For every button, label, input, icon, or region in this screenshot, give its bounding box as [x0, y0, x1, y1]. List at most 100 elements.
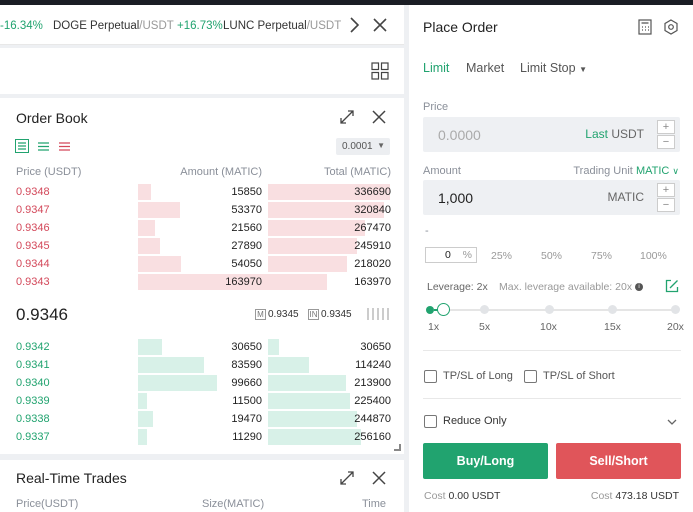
tpsl-short-label[interactable]: TP/SL of Short [543, 370, 615, 382]
leverage-dot-15x[interactable] [608, 305, 617, 314]
tab-market[interactable]: Market [466, 61, 505, 75]
expand-icon[interactable] [338, 469, 356, 487]
depth-bar-amount [138, 429, 147, 445]
price-label: Price [423, 101, 449, 113]
depth-bar-amount [138, 238, 160, 254]
order-book-bid-row[interactable]: 0.9341 83590 114240 [0, 356, 404, 374]
order-book-ask-row[interactable]: 0.9347 53370 320840 [0, 201, 404, 219]
amount-increment-button[interactable]: + [657, 183, 675, 197]
depth-bar-amount [138, 393, 147, 409]
percent-25-button[interactable]: 25% [491, 250, 513, 262]
order-book-ask-row[interactable]: 0.9348 15850 336690 [0, 183, 404, 201]
chevron-down-icon[interactable] [666, 416, 678, 426]
close-icon[interactable] [370, 108, 388, 126]
reduce-only-label[interactable]: Reduce Only [443, 415, 507, 427]
order-amount: 54050 [231, 258, 262, 270]
view-asks-icon[interactable] [58, 140, 71, 153]
order-price: 0.9346 [16, 222, 50, 234]
depth-bar-total [268, 375, 346, 391]
order-book-ask-row[interactable]: 0.9343 163970 163970 [0, 273, 404, 291]
buy-long-button[interactable]: Buy/Long [423, 443, 548, 479]
price-input[interactable]: 0.0000 Last USDT + − [423, 117, 680, 152]
leverage-dot-5x[interactable] [480, 305, 489, 314]
tpsl-long-label[interactable]: TP/SL of Long [443, 370, 513, 382]
ticker-item-lunc[interactable]: LUNC Perpetual/USDT + [223, 20, 351, 32]
view-bids-icon[interactable] [37, 140, 50, 153]
leverage-dot-10x[interactable] [545, 305, 554, 314]
ticker-item-doge[interactable]: DOGE Perpetual/USDT +16.73% [53, 20, 223, 32]
chevron-right-icon[interactable] [344, 15, 364, 35]
last-price: 0.9346 [16, 305, 68, 324]
order-book-ask-row[interactable]: 0.9346 21560 267470 [0, 219, 404, 237]
ticker-item[interactable]: -16.34% [0, 20, 43, 32]
order-amount: 99660 [231, 377, 262, 389]
leverage-label: Leverage: 2x [427, 281, 488, 293]
order-amount: 19470 [231, 413, 262, 425]
col-total: Total (MATIC) [323, 166, 391, 178]
tpsl-long-checkbox[interactable] [424, 370, 437, 383]
close-icon[interactable] [370, 469, 388, 487]
trading-unit-selector[interactable]: Trading Unit MATIC ∨ [573, 165, 679, 177]
info-icon[interactable]: i [635, 283, 643, 292]
grid-layout-icon[interactable] [371, 62, 389, 80]
real-time-trades-panel: Real-Time Trades Price(USDT) Size(MATIC)… [0, 460, 404, 512]
percent-50-button[interactable]: 50% [541, 250, 563, 262]
ticker-bar: -16.34% DOGE Perpetual/USDT +16.73% LUNC… [0, 5, 404, 45]
amount-decrement-button[interactable]: − [657, 198, 675, 212]
close-icon[interactable] [370, 15, 390, 35]
order-price: 0.9347 [16, 204, 50, 216]
order-total: 244870 [354, 413, 391, 425]
sell-short-button[interactable]: Sell/Short [556, 443, 681, 479]
order-book-bid-row[interactable]: 0.9339 11500 225400 [0, 392, 404, 410]
last-price-link[interactable]: Last [585, 127, 608, 141]
order-book-bid-row[interactable]: 0.9338 19470 244870 [0, 410, 404, 428]
percent-sign: % [462, 249, 472, 261]
order-amount: 21560 [231, 222, 262, 234]
order-book-bid-row[interactable]: 0.9342 30650 30650 [0, 338, 404, 356]
depth-bar-total [268, 357, 309, 373]
tab-limit[interactable]: Limit [423, 61, 450, 75]
settings-icon[interactable] [663, 19, 679, 35]
order-total: 114240 [355, 359, 391, 371]
precision-select[interactable]: 0.0001 ▼ [336, 138, 390, 155]
order-total: 218020 [354, 258, 391, 270]
price-decrement-button[interactable]: − [657, 135, 675, 149]
order-book-ask-row[interactable]: 0.9344 54050 218020 [0, 255, 404, 273]
trading-unit-value: MATIC [635, 165, 670, 177]
mark-price-icon: M [255, 309, 266, 320]
calculator-icon[interactable] [638, 19, 652, 35]
place-order-panel: Place Order Limit Market Limit Stop ▼ Pr… [409, 5, 693, 512]
depth-bar-amount [138, 256, 181, 272]
leverage-slider-thumb[interactable] [437, 303, 450, 316]
order-total: 30650 [360, 341, 391, 353]
leverage-slider-track[interactable] [434, 309, 679, 311]
order-book-ask-row[interactable]: 0.9345 27890 245910 [0, 237, 404, 255]
percent-input[interactable]: 0 % [425, 247, 477, 263]
price-increment-button[interactable]: + [657, 120, 675, 134]
percent-75-button[interactable]: 75% [591, 250, 613, 262]
depth-bar-total [268, 238, 357, 254]
order-book-bid-row[interactable]: 0.9340 99660 213900 [0, 374, 404, 392]
col-price: Price (USDT) [16, 166, 82, 178]
depth-bar-total [268, 274, 327, 290]
tpsl-short-checkbox[interactable] [524, 370, 537, 383]
order-total: 225400 [354, 395, 391, 407]
resize-handle[interactable] [394, 444, 401, 451]
index-price: IN 0.9345 [308, 309, 352, 320]
leverage-dot-1x[interactable] [426, 306, 434, 314]
expand-icon[interactable] [338, 108, 356, 126]
depth-bar-amount [138, 339, 162, 355]
order-book-bid-row[interactable]: 0.9337 11290 256160 [0, 428, 404, 446]
cost-short-label: Cost [590, 490, 613, 502]
place-order-title: Place Order [423, 19, 498, 35]
price-unit: Last USDT [585, 127, 644, 141]
reduce-only-checkbox[interactable] [424, 415, 437, 428]
edit-leverage-icon[interactable] [665, 279, 679, 293]
order-total: 163970 [354, 276, 391, 288]
tab-limit-stop[interactable]: Limit Stop ▼ [520, 61, 587, 75]
percent-100-button[interactable]: 100% [640, 250, 667, 262]
depth-bar-amount [138, 184, 151, 200]
leverage-dot-20x[interactable] [671, 305, 680, 314]
amount-input[interactable]: 1,000 MATIC + − [423, 180, 680, 215]
view-both-icon[interactable] [15, 139, 29, 153]
